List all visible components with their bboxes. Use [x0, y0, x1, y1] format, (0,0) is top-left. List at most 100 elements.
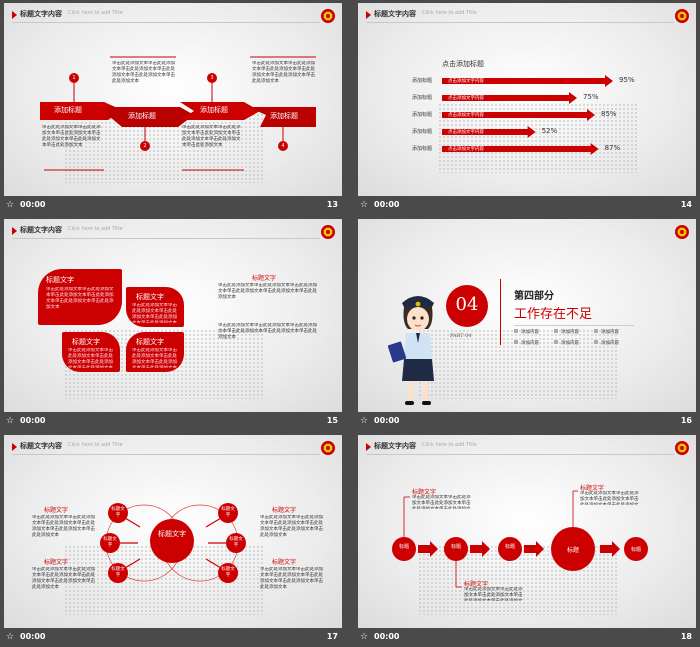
star-icon[interactable]: ☆ — [360, 200, 369, 210]
header-divider — [12, 454, 320, 455]
flow-node-1: 标题 — [392, 537, 416, 561]
callout-text-3: 单击此处添加文本单击此处添加文本单击此处添加文本单击此处添加文本单击此处添加文本… — [580, 491, 639, 505]
slide-number: 16 — [680, 416, 692, 425]
right-node-2: 标题文字 — [226, 533, 246, 553]
slide-thumbnail-16[interactable]: 04 PART 04 第四部分 工作存在不足 添加内容 添加内容 添加内容 添加… — [354, 216, 700, 430]
leaf-text: 单击此处添加文本单击此处添加文本单击此处添加文本单击此处添加文本单击此处添加文本… — [68, 348, 113, 368]
triangle-icon — [366, 443, 371, 451]
slide-canvas: 标题文字内容 Click here to add Title 点击添加标题 添加标… — [358, 3, 696, 196]
star-icon[interactable]: ☆ — [360, 632, 369, 642]
text-block-4: 单击此处添加文本单击此处添加文本单击此处添加文本单击此处添加文本单击此处添加文本… — [252, 61, 315, 84]
triangle-icon — [12, 11, 17, 19]
police-emblem-icon — [321, 441, 335, 455]
slide-canvas: 标题文字内容 Click here to add Title 标题 标题 标题 标… — [358, 435, 696, 628]
leaf-card-2: 标题文字 单击此处添加文本单击此处添加文本单击此处添加文本单击此处添加文本单击此… — [126, 287, 184, 327]
chart-title: 点击添加标题 — [442, 60, 484, 68]
content-item-6: 添加内容 — [594, 340, 619, 347]
side-text-1: 单击此处添加文本单击此处添加文本单击此处添加文本单击此处添加文本单击此处添加文本… — [218, 283, 317, 300]
bullet-icon — [594, 340, 598, 344]
percent-arrow-bar — [442, 92, 577, 104]
left-node-3: 标题文字 — [108, 563, 128, 583]
slide-thumbnail-14[interactable]: 标题文字内容 Click here to add Title 点击添加标题 添加标… — [354, 0, 700, 214]
star-icon[interactable]: ☆ — [360, 416, 369, 426]
left-side-title-1: 标题文字 — [44, 507, 69, 514]
flow-big-node: 标题 — [551, 527, 595, 571]
slide-thumbnail-18[interactable]: 标题文字内容 Click here to add Title 标题 标题 标题 标… — [354, 432, 700, 646]
bullet-icon — [554, 340, 558, 344]
leaf-card-1: 标题文字 单击此处添加文本单击此处添加文本单击此处添加文本单击此处添加文本单击此… — [38, 269, 122, 325]
bar-text: 点击添加文字内容 — [448, 96, 484, 101]
marker-3: 3 — [207, 73, 217, 83]
flow-node-3: 标题 — [498, 537, 522, 561]
percent-arrow-chart — [442, 75, 613, 155]
star-icon[interactable]: ☆ — [6, 200, 15, 210]
left-side-text-1: 单击此处添加文本单击此处添加文本单击此处添加文本单击此处添加文本单击此处添加文本… — [32, 515, 95, 538]
header-divider — [12, 238, 320, 239]
header-title: 标题文字内容 — [374, 10, 416, 18]
bullet-icon — [514, 329, 518, 333]
star-icon[interactable]: ☆ — [6, 632, 15, 642]
callout-title-2: 标题文字 — [464, 581, 489, 588]
slide-timing: 00:00 — [374, 632, 400, 641]
percent-value: 85% — [601, 110, 617, 118]
part-label: PART 04 — [450, 333, 472, 339]
header-divider — [366, 22, 674, 23]
percent-arrow-bar — [442, 143, 599, 155]
police-emblem-icon — [675, 225, 689, 239]
content-item-5: 添加内容 — [554, 340, 579, 347]
world-map-dots — [418, 329, 618, 399]
callout-title-1: 标题文字 — [412, 489, 437, 496]
slide-footer: ☆ 00:00 18 — [354, 628, 700, 646]
percent-value: 87% — [604, 144, 621, 152]
ribbon-label-1: 添加标题 — [54, 106, 82, 114]
slide-footer: ☆ 00:00 16 — [354, 412, 700, 430]
slide-number: 13 — [326, 200, 338, 209]
bar-text: 点击添加文字内容 — [448, 113, 484, 118]
header-subtitle: Click here to add Title — [68, 10, 123, 16]
side-title: 标题文字 — [252, 275, 277, 282]
slide-thumbnail-17[interactable]: 标题文字内容 Click here to add Title 标题文字 标题文字 … — [0, 432, 346, 646]
header-title: 标题文字内容 — [374, 442, 416, 450]
vertical-divider — [500, 279, 501, 345]
center-node: 标题文字 — [150, 519, 194, 563]
row-label: 添加标题 — [412, 112, 433, 118]
center-label: 标题文字 — [158, 530, 186, 538]
slide-canvas: 04 PART 04 第四部分 工作存在不足 添加内容 添加内容 添加内容 添加… — [358, 219, 696, 412]
slide-thumbnail-13[interactable]: 标题文字内容 Click here to add Title 1 2 3 4 添加… — [0, 0, 346, 214]
leaf-text: 单击此处添加文本单击此处添加文本单击此处添加文本单击此处添加文本单击此处添加文本… — [46, 287, 114, 310]
content-item-2: 添加内容 — [554, 329, 579, 336]
percent-arrow-bar — [442, 109, 595, 121]
leaf-title: 标题文字 — [136, 293, 164, 301]
star-icon[interactable]: ☆ — [6, 416, 15, 426]
leaf-text: 单击此处添加文本单击此处添加文本单击此处添加文本单击此处添加文本单击此处添加文本… — [132, 303, 177, 323]
heading-underline — [514, 325, 634, 326]
text-block-1: 单击此处添加文本单击此处添加文本单击此处添加文本单击此处添加文本单击此处添加文本… — [42, 125, 101, 148]
callout-text-2: 单击此处添加文本单击此处添加文本单击此处添加文本单击此处添加文本单击此处添加文本… — [464, 587, 523, 601]
right-node-3: 标题文字 — [218, 563, 238, 583]
flow-node-2: 标题 — [444, 537, 468, 561]
slide-timing: 00:00 — [374, 416, 400, 425]
slide-canvas: 标题文字内容 Click here to add Title 1 2 3 4 添加… — [4, 3, 342, 196]
police-emblem-icon — [675, 9, 689, 23]
ribbon-label-4: 添加标题 — [270, 112, 298, 120]
right-side-text-2: 单击此处添加文本单击此处添加文本单击此处添加文本单击此处添加文本单击此处添加文本… — [260, 567, 323, 590]
bar-text: 点击添加文字内容 — [448, 147, 484, 152]
header-divider — [12, 22, 320, 23]
slide-canvas: 标题文字内容 Click here to add Title 标题文字 单击此处添… — [4, 219, 342, 412]
row-label: 添加标题 — [412, 78, 433, 84]
left-side-text-2: 单击此处添加文本单击此处添加文本单击此处添加文本单击此处添加文本单击此处添加文本… — [32, 567, 95, 590]
side-text-2: 单击此处添加文本单击此处添加文本单击此处添加文本单击此处添加文本单击此处添加文本… — [218, 323, 317, 340]
slide-thumbnail-15[interactable]: 标题文字内容 Click here to add Title 标题文字 单击此处添… — [0, 216, 346, 430]
row-label: 添加标题 — [412, 95, 433, 101]
header-title: 标题文字内容 — [20, 10, 62, 18]
bullet-icon — [554, 329, 558, 333]
triangle-icon — [12, 443, 17, 451]
header-title: 标题文字内容 — [20, 226, 62, 234]
right-node-1: 标题文字 — [218, 503, 238, 523]
ribbon-label-3: 添加标题 — [200, 106, 228, 114]
marker-2: 2 — [140, 141, 150, 151]
header-subtitle: Click here to add Title — [422, 442, 477, 448]
leaf-card-4: 标题文字 单击此处添加文本单击此处添加文本单击此处添加文本单击此处添加文本单击此… — [126, 332, 184, 372]
police-emblem-icon — [321, 225, 335, 239]
left-node-2: 标题文字 — [100, 533, 120, 553]
